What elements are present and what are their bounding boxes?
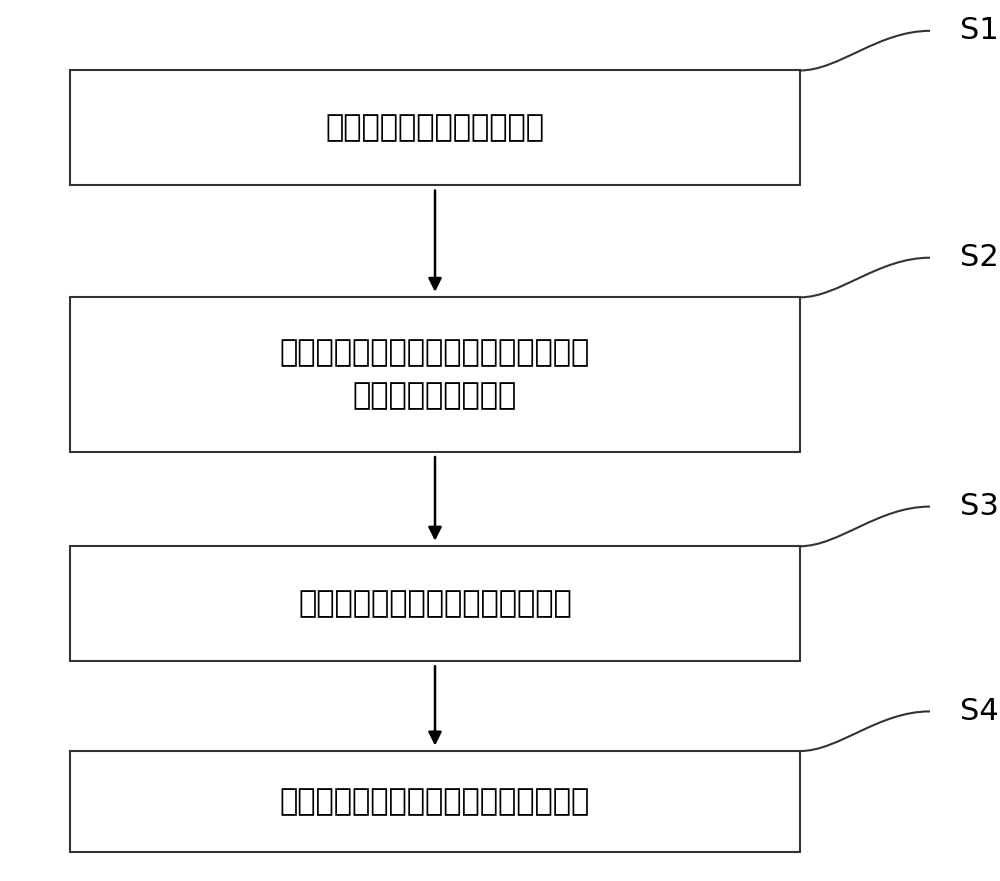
Text: S1: S1 <box>960 17 999 45</box>
Bar <box>70 298 800 452</box>
Text: 根据分析结果选用相应的边界元法采集
电力设备的对应数据: 根据分析结果选用相应的边界元法采集 电力设备的对应数据 <box>280 338 590 411</box>
Bar <box>70 546 800 661</box>
Text: S2: S2 <box>960 243 999 272</box>
Bar <box>70 70 800 185</box>
Text: S3: S3 <box>960 492 999 521</box>
Text: 通过图像分析法分析重构声场的准确度: 通过图像分析法分析重构声场的准确度 <box>280 788 590 816</box>
Text: 分析电力设备表面封闭情况: 分析电力设备表面封闭情况 <box>326 114 544 142</box>
Bar <box>70 751 800 853</box>
Text: S4: S4 <box>960 697 999 726</box>
Text: 根据采集数据进行声场的重构计算: 根据采集数据进行声场的重构计算 <box>298 589 572 618</box>
